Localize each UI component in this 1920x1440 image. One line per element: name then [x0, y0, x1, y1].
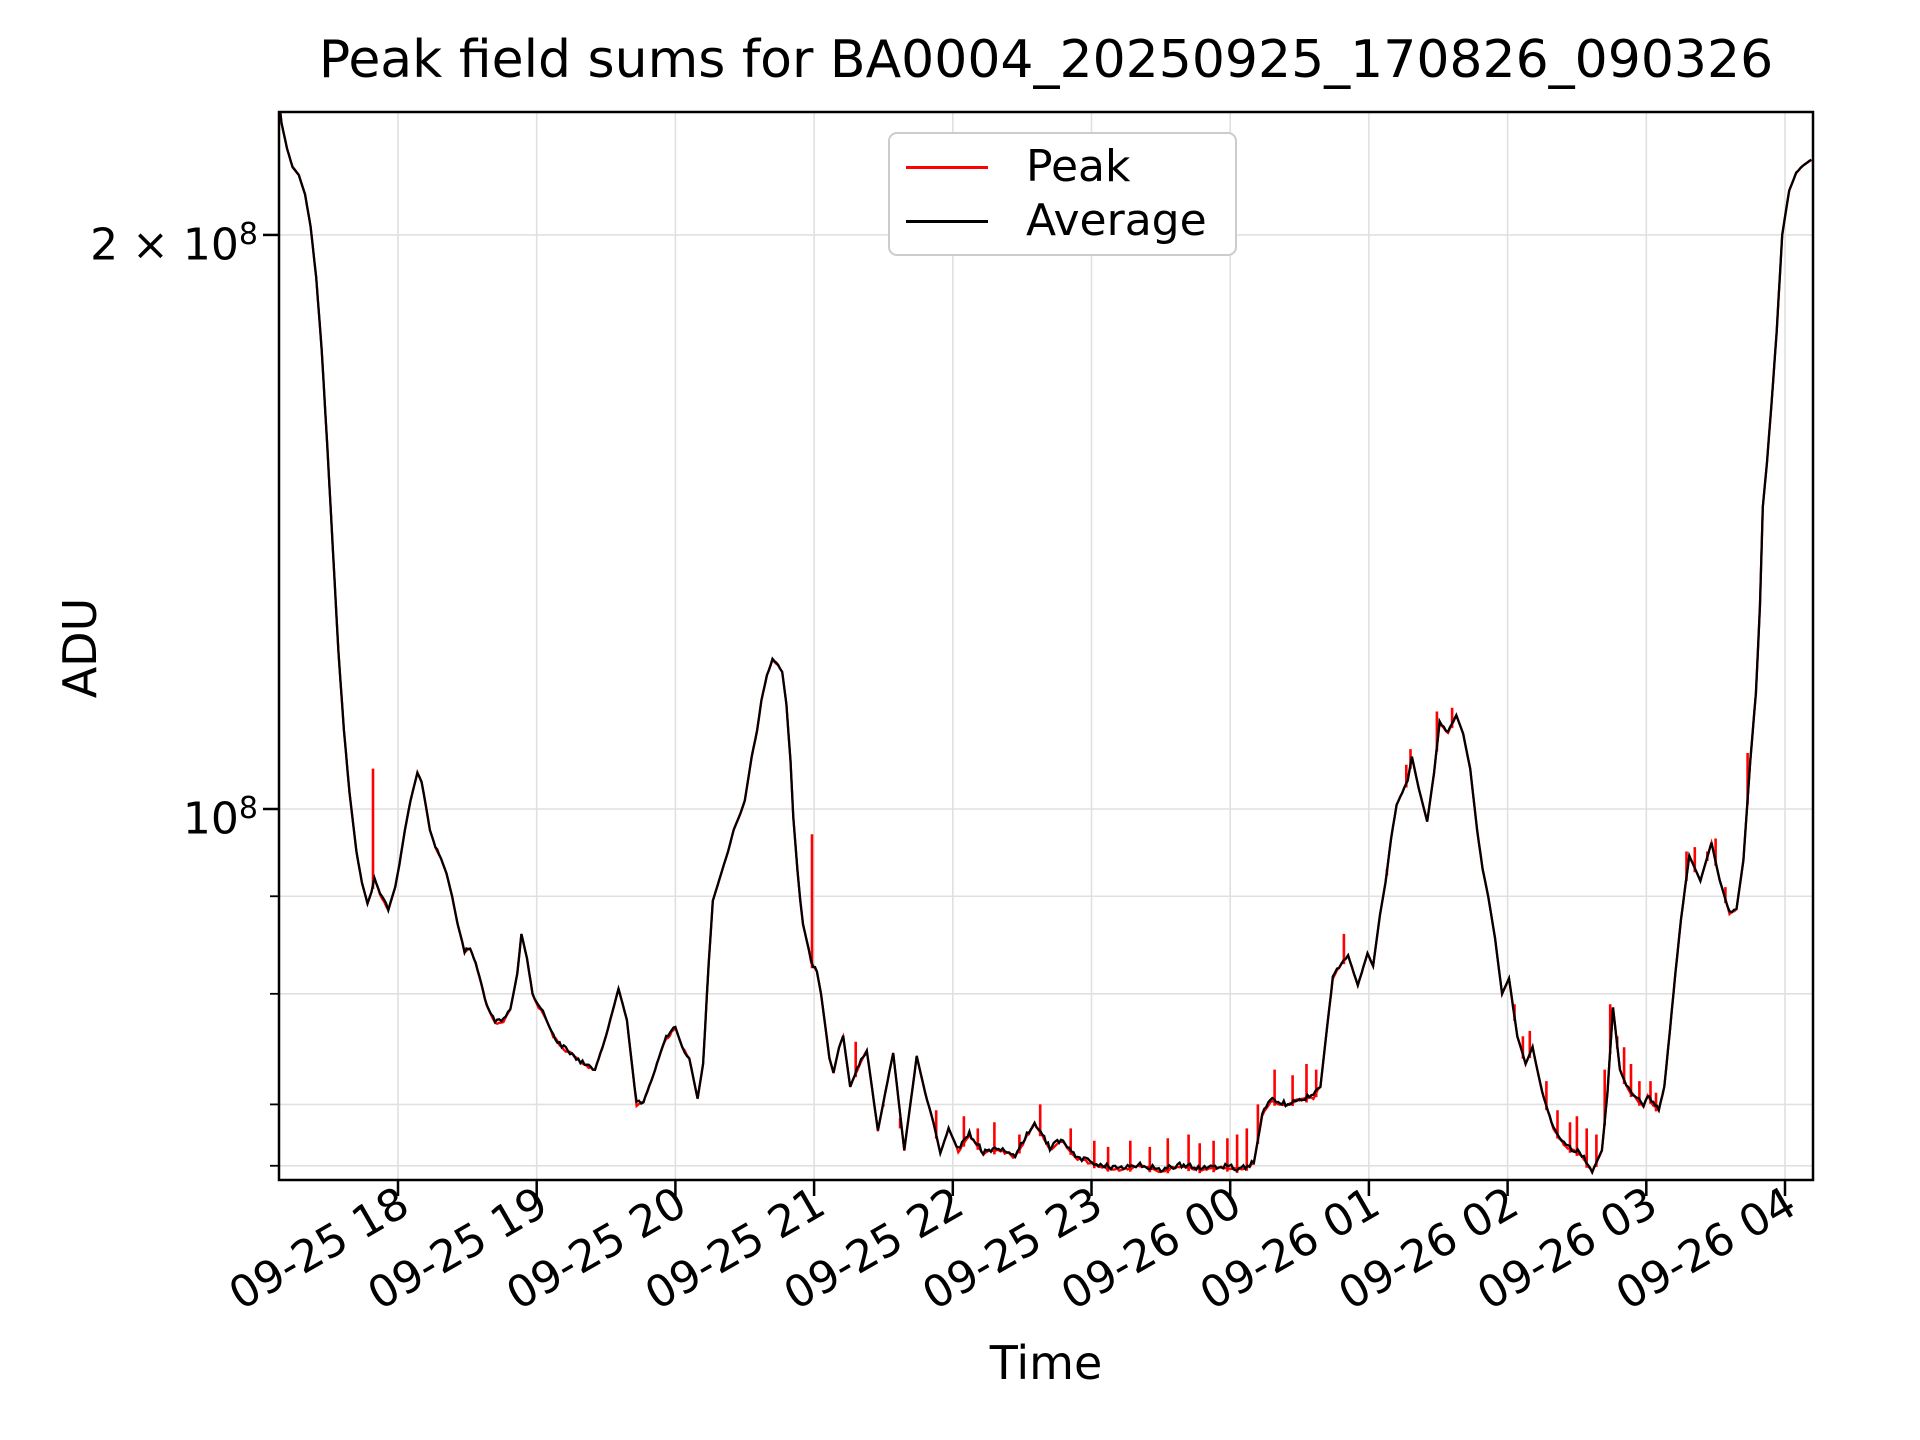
y-axis-label: ADU: [53, 597, 107, 699]
x-axis-label: Time: [989, 1336, 1103, 1390]
y-tick-label-1e8: 108: [182, 791, 258, 845]
peak-spikes: [371, 707, 1749, 1174]
tick-marks: [263, 233, 1787, 1196]
axes-spines: [277, 110, 1815, 1182]
peak-line-swatch: [906, 165, 988, 169]
legend-label-average: Average: [1026, 195, 1207, 246]
y-tick-label-2e8: 2 × 108: [90, 217, 258, 271]
legend-item-peak: Peak: [890, 145, 1235, 189]
legend-label-peak: Peak: [1026, 141, 1131, 192]
chart-title: Peak field sums for BA0004_20250925_1708…: [318, 30, 1774, 90]
legend: Peak Average: [888, 132, 1237, 256]
series-lines: [279, 112, 1813, 1176]
legend-item-average: Average: [890, 199, 1235, 243]
gridlines: [279, 112, 1813, 1180]
average-line-swatch: [906, 219, 988, 223]
average-line: [279, 112, 1812, 1176]
